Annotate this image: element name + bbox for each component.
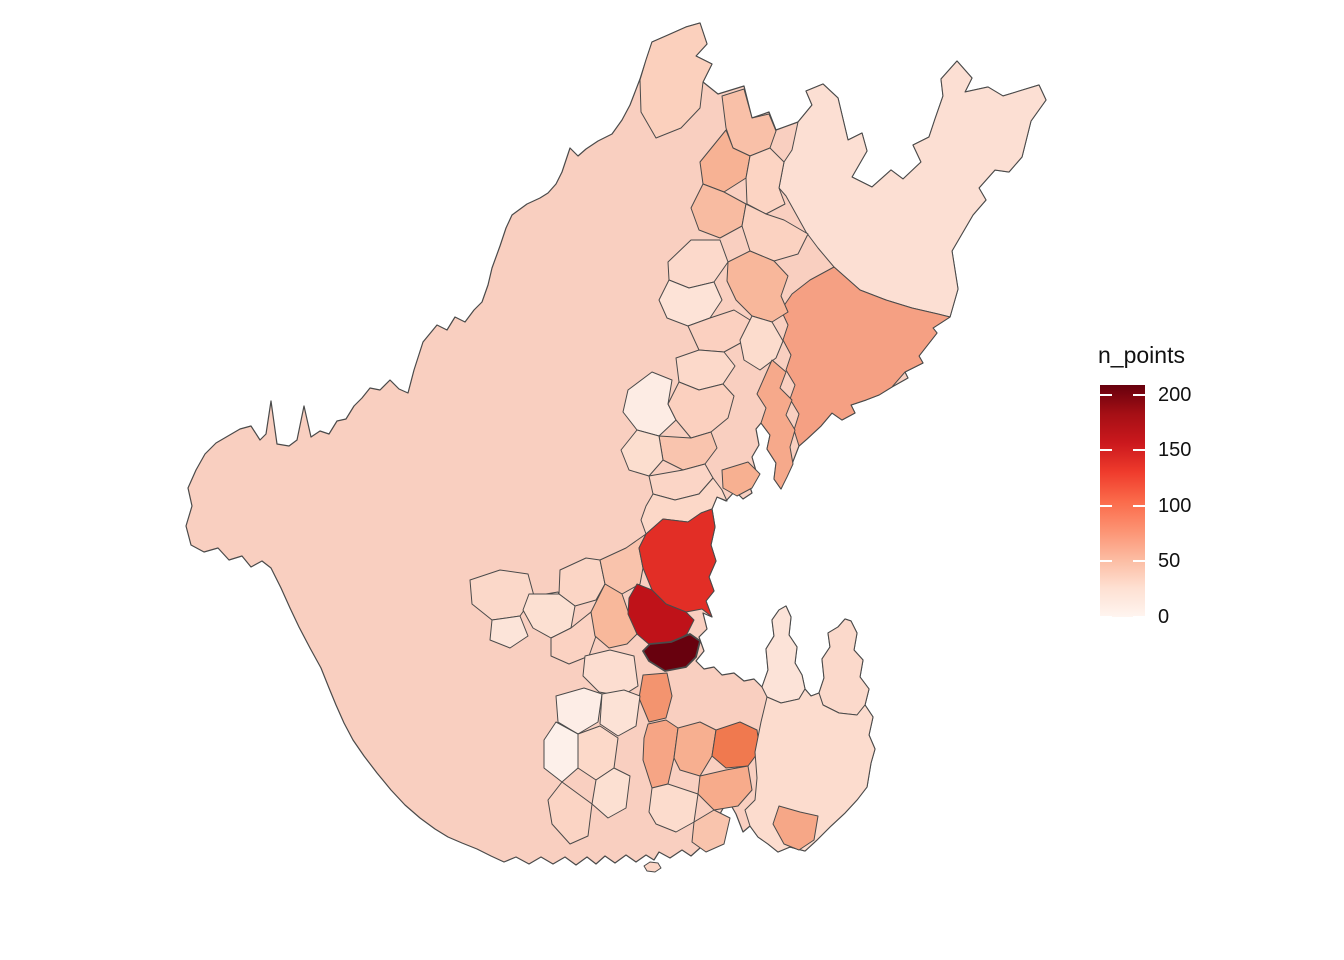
- map-region-khandallah: [590, 583, 638, 649]
- map-region-rongotai: [697, 765, 753, 811]
- map-region-porirua-c: [489, 615, 529, 649]
- map-region-upper-valley-e: [741, 203, 809, 262]
- map-region-wainuiomata: [780, 266, 951, 447]
- map-region-lower-valley-d: [658, 431, 718, 471]
- map-region-miramar-north-prong: [818, 618, 870, 716]
- map-region-lower-valley-c: [667, 381, 735, 439]
- map-regions: [185, 22, 1047, 873]
- map-region-northwest-suburb-c: [550, 611, 597, 665]
- map-region-northeast-big: [778, 60, 1047, 318]
- map-region-petone-foreshore-east: [721, 461, 761, 497]
- map-region-hataitai-flat: [673, 721, 717, 777]
- map-region-south-b: [599, 689, 641, 737]
- map-region-lyall-west: [691, 809, 731, 853]
- map-region-south-a: [555, 687, 603, 735]
- map-region-upper-valley-d: [690, 183, 747, 239]
- map-region-kilbirnie: [711, 721, 761, 769]
- map-region-north-valley: [639, 22, 713, 139]
- map-region-evans-west-prong: [761, 605, 806, 704]
- map-region-miramar-south-tip: [772, 805, 819, 851]
- map-region-south-f: [547, 781, 593, 845]
- map-region-taputeranga-island: [643, 861, 662, 873]
- map-region-east-harbour-strip: [756, 359, 796, 490]
- map-region-island-bay: [648, 783, 699, 833]
- map-region-city-darkest: [642, 633, 701, 672]
- map-region-karori: [582, 649, 639, 697]
- map-region-upper-valley-c: [745, 147, 786, 215]
- map-region-mid-valley-e: [739, 315, 784, 371]
- map-region-mid-valley-b: [726, 250, 789, 323]
